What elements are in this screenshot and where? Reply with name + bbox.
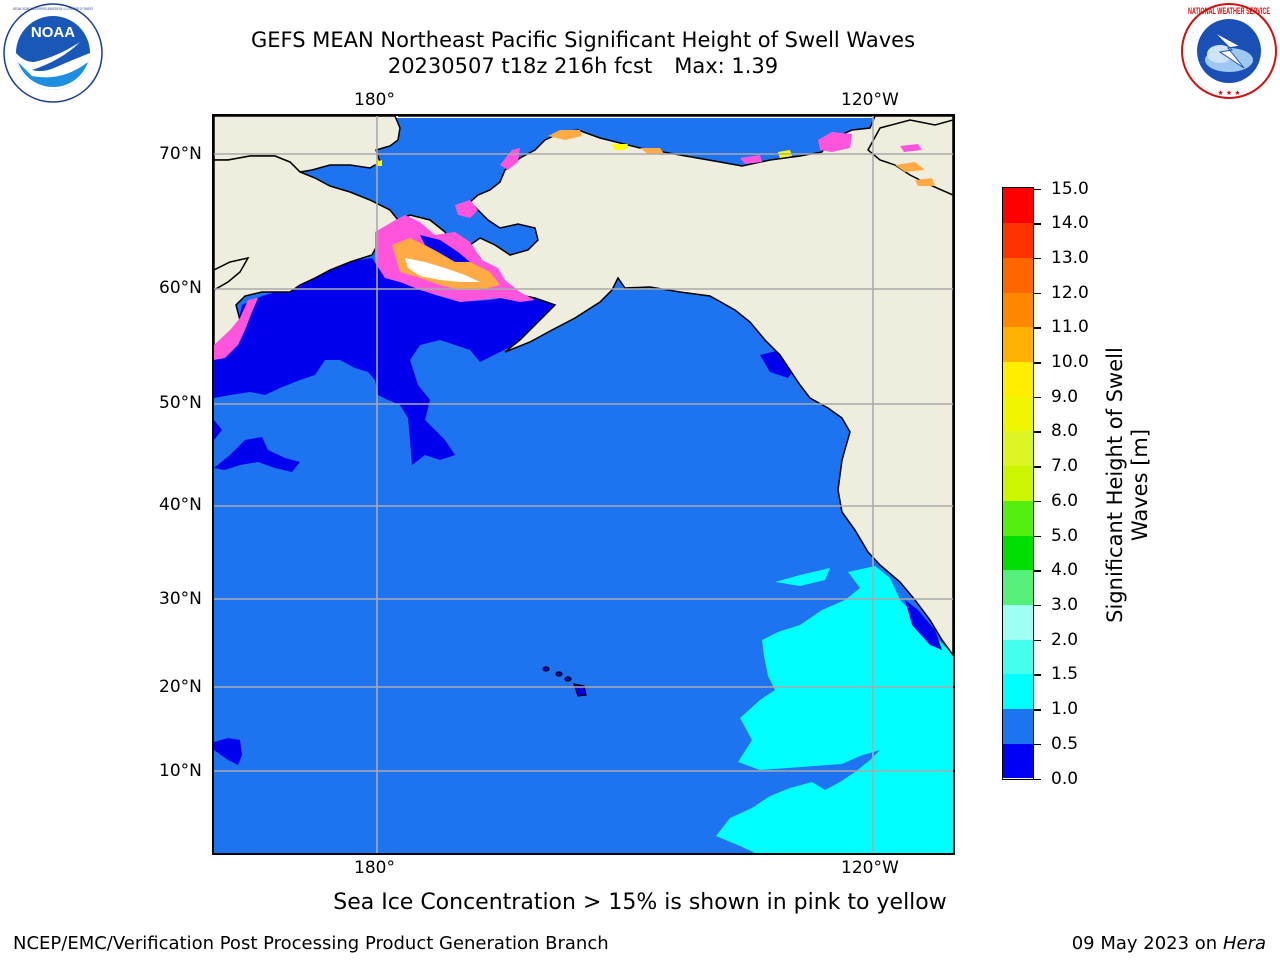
colorbar-segment bbox=[1003, 292, 1033, 328]
colorbar-tick-label: 0.5 bbox=[1051, 733, 1079, 754]
colorbar-segment bbox=[1003, 569, 1033, 605]
noaa-logo-text: NOAA bbox=[31, 24, 75, 41]
colorbar-segment bbox=[1003, 396, 1033, 432]
colorbar-tick bbox=[1034, 292, 1041, 295]
credit-text: NCEP/EMC/Verification Post Processing Pr… bbox=[13, 933, 609, 954]
colorbar-tick bbox=[1034, 743, 1041, 746]
map-panel bbox=[212, 114, 955, 855]
colorbar-tick bbox=[1034, 396, 1041, 399]
colorbar-tick bbox=[1034, 466, 1041, 468]
lat-label-70n: 70°N bbox=[159, 144, 202, 164]
land-kamchatka bbox=[214, 256, 250, 291]
colorbar-tick bbox=[1034, 257, 1041, 260]
noaa-ring-text: NATIONAL OCEANIC AND ATMOSPHERIC ADMINIS… bbox=[13, 6, 93, 11]
low-swell-patch-west bbox=[214, 420, 222, 440]
chart-title: GEFS MEAN Northeast Pacific Significant … bbox=[250, 28, 916, 52]
chart-subtitle: 20230507 t18z 216h fcst Max: 1.39 bbox=[0, 53, 1166, 79]
colorbar-segment bbox=[1003, 743, 1033, 779]
colorbar-tick bbox=[1034, 570, 1041, 572]
colorbar-tick-label: 7.0 bbox=[1051, 456, 1079, 477]
nws-stars: ★ ★ ★ bbox=[1217, 89, 1240, 97]
colorbar-tick-label: 4.0 bbox=[1051, 560, 1079, 581]
sea-ice-note: Sea Ice Concentration > 15% is shown in … bbox=[333, 890, 947, 915]
lon-label-bottom-120w: 120°W bbox=[841, 858, 899, 878]
colorbar-tick bbox=[1034, 709, 1041, 711]
colorbar-segment bbox=[1003, 188, 1033, 224]
date-text: 09 May 2023 on bbox=[1071, 933, 1218, 954]
colorbar-segment bbox=[1003, 604, 1033, 640]
colorbar-segment bbox=[1003, 673, 1033, 710]
colorbar-tick bbox=[1034, 674, 1041, 676]
colorbar-tick-label: 9.0 bbox=[1051, 386, 1079, 407]
low-swell-patch-baja bbox=[905, 600, 942, 650]
colorbar-segment bbox=[1003, 222, 1033, 258]
colorbar-tick bbox=[1034, 604, 1041, 607]
colorbar-tick bbox=[1034, 188, 1041, 190]
lat-label-40n: 40°N bbox=[159, 495, 202, 515]
low-swell-region bbox=[214, 258, 560, 465]
max-label: Max: 1.39 bbox=[674, 54, 779, 78]
colorbar-tick-label: 1.5 bbox=[1051, 664, 1079, 685]
colorbar bbox=[1002, 187, 1034, 780]
colorbar-tick bbox=[1034, 223, 1041, 225]
colorbar-segment bbox=[1003, 500, 1033, 536]
lat-label-30n: 30°N bbox=[159, 589, 202, 609]
colorbar-tick-label: 11.0 bbox=[1051, 317, 1089, 338]
low-swell-patch-coast bbox=[760, 350, 795, 378]
colorbar-tick-label: 15.0 bbox=[1051, 178, 1089, 199]
graticule bbox=[214, 116, 953, 853]
lon-label-top-120w: 120°W bbox=[841, 90, 899, 110]
colorbar-segment bbox=[1003, 639, 1033, 675]
nws-ring-text: NATIONAL WEATHER SERVICE bbox=[1188, 6, 1270, 16]
colorbar-tick-label: 13.0 bbox=[1051, 247, 1089, 268]
cyan-swell-patch bbox=[775, 568, 830, 586]
colorbar-tick-label: 2.0 bbox=[1051, 629, 1079, 650]
colorbar-tick bbox=[1034, 639, 1041, 642]
colorbar-tick-label: 3.0 bbox=[1051, 594, 1079, 615]
sea-ice-arctic bbox=[375, 130, 935, 186]
nws-logo: NATIONAL WEATHER SERVICE ★ ★ ★ bbox=[1181, 3, 1277, 99]
colorbar-title: Significant Height of Swell Waves [m] bbox=[1103, 285, 1153, 685]
colorbar-tick-label: 12.0 bbox=[1051, 282, 1089, 303]
colorbar-tick-label: 8.0 bbox=[1051, 421, 1079, 442]
colorbar-segment bbox=[1003, 535, 1033, 571]
colorbar-tick bbox=[1034, 535, 1041, 538]
colorbar-title-line1: Significant Height of Swell bbox=[1103, 347, 1127, 623]
low-swell-patch-aleutian bbox=[214, 437, 300, 472]
colorbar-segment bbox=[1003, 708, 1033, 744]
colorbar-segment bbox=[1003, 326, 1033, 363]
date-stamp: 09 May 2023 on Hera bbox=[1072, 933, 1266, 954]
colorbar-tick-label: 14.0 bbox=[1051, 213, 1089, 234]
colorbar-segment bbox=[1003, 257, 1033, 293]
colorbar-title-line2: Waves [m] bbox=[1128, 428, 1152, 542]
colorbar-tick bbox=[1034, 327, 1041, 329]
lon-label-top-180: 180° bbox=[354, 90, 395, 110]
colorbar-segment bbox=[1003, 361, 1033, 397]
colorbar-tick bbox=[1034, 500, 1041, 503]
map-canvas bbox=[214, 116, 953, 853]
lat-label-20n: 20°N bbox=[159, 677, 202, 697]
sea-ice-bering bbox=[214, 200, 535, 360]
colorbar-tick-label: 0.0 bbox=[1051, 768, 1079, 789]
lat-label-50n: 50°N bbox=[159, 393, 202, 413]
lat-label-60n: 60°N bbox=[159, 278, 202, 298]
colorbar-segment bbox=[1003, 465, 1033, 501]
lat-label-10n: 10°N bbox=[159, 761, 202, 781]
colorbar-tick bbox=[1034, 362, 1041, 364]
run-label: 20230507 t18z 216h fcst bbox=[387, 54, 653, 78]
colorbar-tick-label: 6.0 bbox=[1051, 490, 1079, 511]
host-name: Hera bbox=[1222, 933, 1266, 954]
cyan-swell-region bbox=[716, 566, 953, 853]
colorbar-segment bbox=[1003, 430, 1033, 467]
colorbar-tick bbox=[1034, 431, 1041, 433]
lon-label-bottom-180: 180° bbox=[354, 858, 395, 878]
noaa-logo: NOAA NATIONAL OCEANIC AND ATMOSPHERIC AD… bbox=[3, 3, 103, 103]
colorbar-tick-label: 1.0 bbox=[1051, 699, 1079, 720]
colorbar-tick-label: 10.0 bbox=[1051, 352, 1089, 373]
low-swell-patch-tropics bbox=[214, 738, 242, 765]
colorbar-tick bbox=[1034, 778, 1041, 780]
colorbar-tick-label: 5.0 bbox=[1051, 525, 1079, 546]
